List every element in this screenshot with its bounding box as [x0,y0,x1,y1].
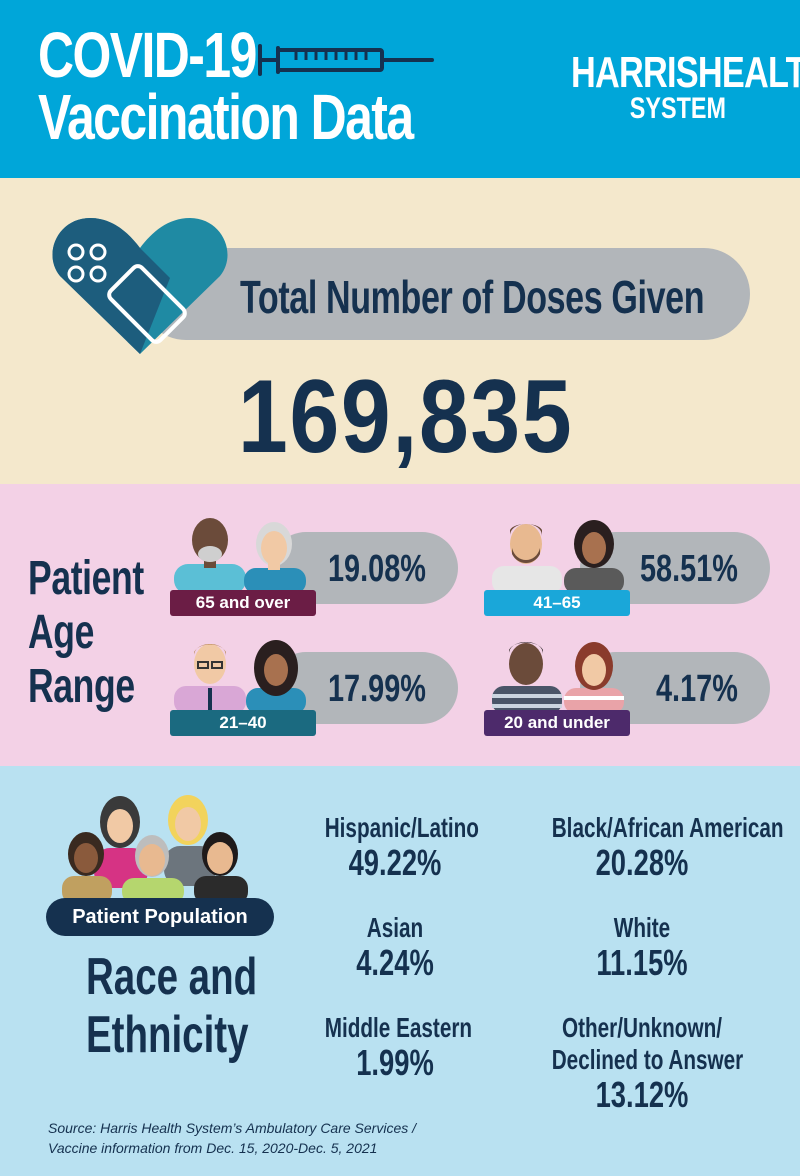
bandage-heart-icon [52,218,228,354]
stat-other: Other/Unknown/ Declined to Answer 13.12% [520,1012,764,1114]
people-icon [492,642,624,714]
age-tag-65-over: 65 and over [170,590,316,616]
age-range-title: Patient Age Range [28,552,144,714]
stat-label: Black/African American [551,812,784,843]
logo-line-1: HARRISHEALTH [571,48,800,97]
age-title-line-3: Range [28,660,135,713]
stat-label: White [613,912,671,943]
stat-asian: Asian 4.24% [300,912,490,982]
harris-health-logo: HARRISHEALTH SYSTEM [516,48,800,125]
stat-white: White 11.15% [520,912,764,982]
stat-label: Other/Unknown/ [561,1012,723,1043]
race-title-line-2: Ethnicity [86,1006,249,1064]
source-line-2: Vaccine information from Dec. 15, 2020-D… [48,1140,378,1156]
people-icon [174,640,306,714]
stat-value: 49.22% [348,842,442,883]
age-tag-41-65: 41–65 [484,590,630,616]
people-icon [62,795,248,904]
stat-value: 13.12% [595,1074,689,1115]
source-line-1: Source: Harris Health System’s Ambulator… [48,1120,417,1136]
stat-value: 4.24% [356,942,434,983]
age-title-line-2: Age [28,606,94,659]
race-section: Patient Population Race and Ethnicity Hi… [0,766,800,1176]
age-tag-21-40: 21–40 [170,710,316,736]
title-line-1: COVID-19 [38,19,257,91]
stat-value: 11.15% [596,942,688,983]
age-value-21-40: 17.99% [328,668,426,710]
stat-value: 20.28% [595,842,689,883]
stat-hispanic: Hispanic/Latino 49.22% [300,812,490,882]
stat-black: Black/African American 20.28% [520,812,784,883]
source-note: Source: Harris Health System’s Ambulator… [48,1118,416,1158]
title-line-2: Vaccination Data [38,81,414,153]
people-icon [174,518,306,594]
age-range-section: Patient Age Range 19.08% 65 and over 58.… [0,484,800,766]
doses-value: 169,835 [238,359,574,475]
age-value-65-over: 19.08% [328,548,426,590]
stat-label: Middle Eastern [324,1012,473,1043]
logo-line-2: SYSTEM [629,92,726,125]
people-icon [492,520,624,594]
stat-value: 1.99% [356,1042,434,1083]
age-title-line-1: Patient [28,552,144,605]
age-tag-20-under: 20 and under [484,710,630,736]
stat-label: Asian [366,912,424,943]
doses-pill [140,248,750,340]
header: COVID-19 Vaccination Data HARRISHEALTH S… [0,0,800,178]
race-title: Race and Ethnicity [86,948,257,1064]
doses-label: Total Number of Doses Given [240,271,705,323]
patient-population-badge: Patient Population [46,898,274,936]
stat-label: Hispanic/Latino [324,812,479,843]
race-title-line-1: Race and [86,948,258,1006]
age-value-41-65: 58.51% [640,548,738,590]
stat-label: Declined to Answer [551,1044,744,1075]
stat-middle-eastern: Middle Eastern 1.99% [300,1012,490,1082]
page-title: COVID-19 Vaccination Data [38,19,414,153]
syringe-icon [258,44,434,76]
age-value-20-under: 4.17% [656,668,738,710]
doses-section: Total Number of Doses Given 169,835 [0,178,800,484]
